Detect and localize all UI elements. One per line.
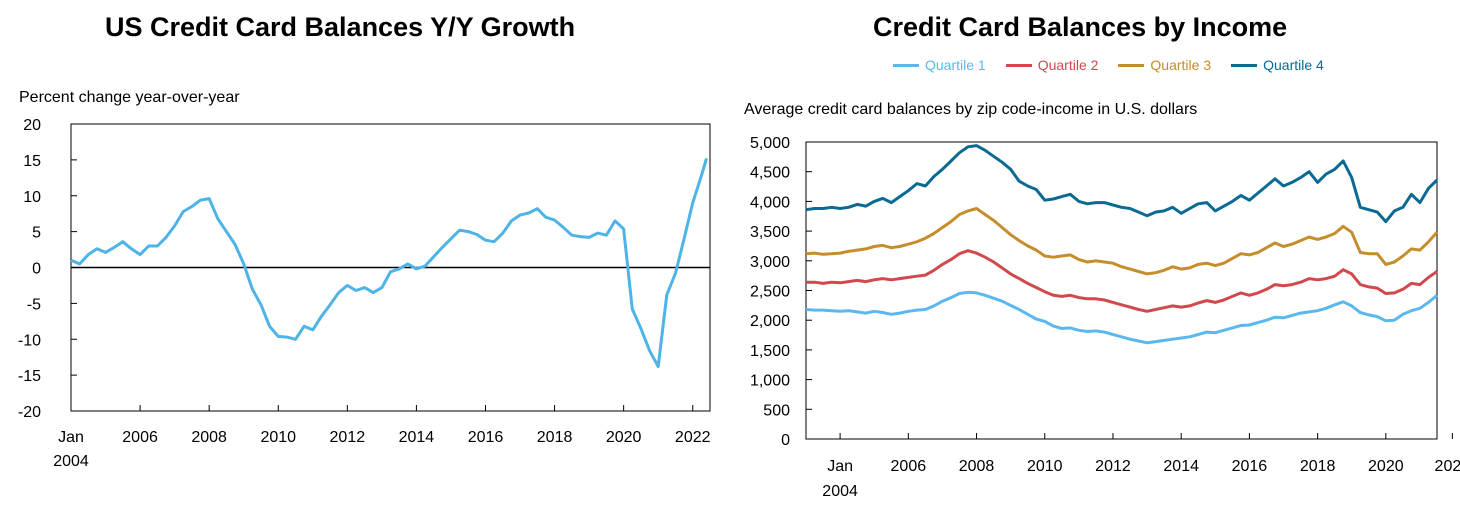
x-tick-label: 2016 (1232, 458, 1268, 475)
x-tick-label: 2020 (1368, 458, 1404, 475)
y-tick-label: 15 (23, 153, 41, 170)
legend-label: Quartile 3 (1150, 57, 1212, 73)
y-tick-label: 20 (23, 117, 41, 134)
legend-swatch (1118, 63, 1145, 67)
x-tick-label: 2010 (1027, 458, 1063, 475)
y-tick-label: 3,000 (750, 254, 790, 271)
x-tick-label: Jan (58, 429, 84, 446)
x-tick-label: 2012 (1095, 458, 1131, 475)
y-tick-label: 500 (763, 402, 790, 419)
y-tick-label: -5 (27, 296, 41, 313)
x-tick-label: 2016 (468, 429, 504, 446)
chart-title: US Credit Card Balances Y/Y Growth (105, 12, 576, 42)
x-tick-label: 2018 (537, 429, 573, 446)
x-tick-label: 2004 (53, 453, 89, 470)
x-tick-label: 2006 (122, 429, 158, 446)
x-tick-label: 2014 (399, 429, 435, 446)
x-tick-label: Jan (827, 458, 853, 475)
legend-swatch (1005, 63, 1032, 67)
legend-label: Quartile 4 (1263, 57, 1324, 73)
x-tick-label: 2006 (891, 458, 927, 475)
y-tick-label: 5,000 (750, 135, 790, 152)
x-tick-label: 2004 (822, 483, 858, 500)
legend-label: Quartile 2 (1037, 57, 1099, 73)
series-line (806, 249, 1438, 313)
y-tick-label: 2,000 (750, 313, 790, 330)
x-tick-label: 2012 (330, 429, 366, 446)
y-tick-label: -15 (18, 368, 41, 385)
legend-label: Quartile 1 (925, 57, 986, 73)
plot-frame (805, 141, 1438, 440)
y-tick-label: 1,000 (750, 373, 790, 390)
y-axis-label: Percent change year-over-year (19, 89, 240, 106)
series-line (70, 157, 708, 368)
legend-item: Quartile 3 (1118, 57, 1211, 73)
x-tick-label: 2022 (1435, 458, 1460, 475)
x-tick-label: 2018 (1300, 458, 1336, 475)
series-line (805, 144, 1439, 224)
y-tick-label: 2,500 (750, 284, 790, 301)
x-tick-label: 2014 (1163, 458, 1199, 475)
y-axis-label: Average credit card balances by zip code… (744, 101, 1198, 118)
legend-item: Quartile 1 (893, 57, 986, 73)
x-tick-label: 2008 (959, 458, 995, 475)
x-tick-label: 2010 (260, 429, 296, 446)
x-tick-label: 2020 (606, 429, 642, 446)
y-tick-label: 0 (781, 432, 790, 449)
legend-item: Quartile 2 (1005, 57, 1099, 73)
legend-item: Quartile 4 (1231, 57, 1324, 73)
y-tick-label: 3,500 (750, 224, 790, 241)
x-tick-label: 2022 (675, 429, 711, 446)
series-line (805, 290, 1438, 345)
y-tick-label: 10 (23, 189, 41, 206)
y-tick-label: 4,000 (750, 194, 790, 211)
legend: Quartile 1 Quartile 2 Quartile 3 Quartil… (893, 57, 1324, 73)
legend-swatch (893, 63, 919, 67)
y-tick-label: 0 (32, 261, 41, 278)
y-tick-label: 4,500 (750, 165, 790, 182)
y-tick-label: -10 (18, 332, 41, 349)
chart-title: Credit Card Balances by Income (873, 12, 1288, 42)
legend-swatch (1231, 63, 1258, 67)
series-line (805, 207, 1439, 276)
y-tick-label: 1,500 (750, 343, 790, 360)
y-tick-label: 5 (32, 225, 41, 242)
y-tick-label: -20 (18, 404, 41, 421)
x-tick-label: 2008 (191, 429, 227, 446)
